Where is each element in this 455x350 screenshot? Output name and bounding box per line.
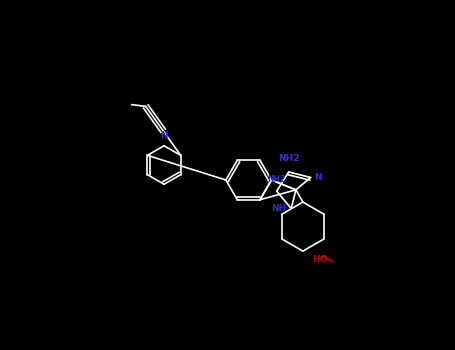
Text: HO: HO <box>312 254 327 264</box>
Text: NH: NH <box>271 204 286 213</box>
Text: N: N <box>160 132 168 140</box>
Text: NH2: NH2 <box>278 154 299 163</box>
Text: NH2: NH2 <box>268 175 286 184</box>
Text: N: N <box>314 173 322 182</box>
